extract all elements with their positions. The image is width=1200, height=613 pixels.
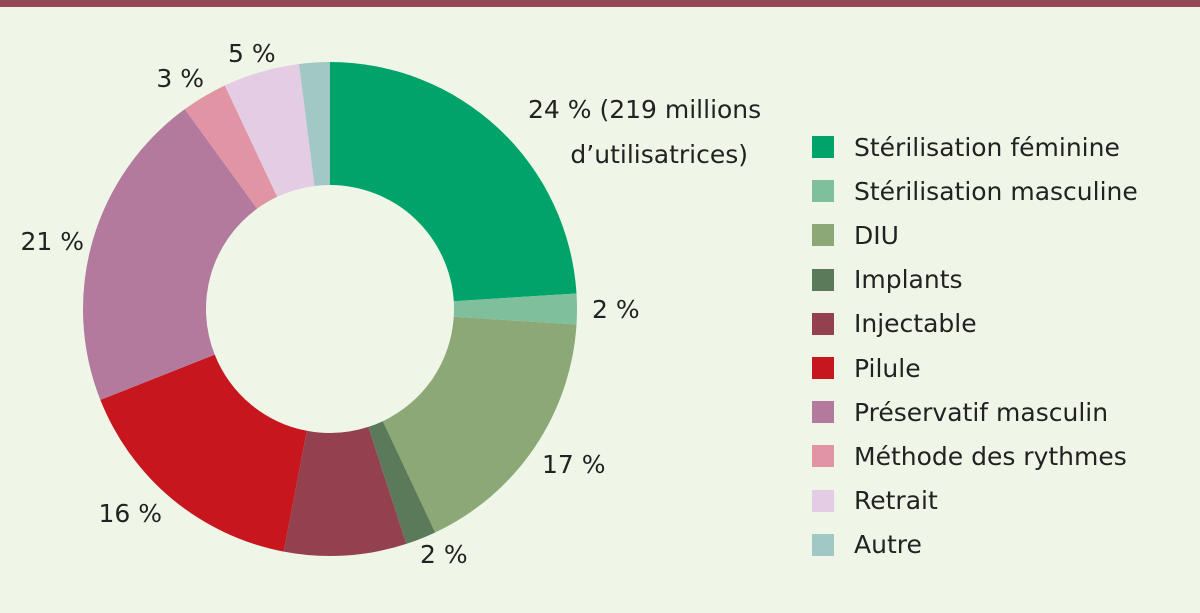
legend-item: Injectable	[812, 302, 1138, 346]
legend-item: Retrait	[812, 479, 1138, 523]
legend-swatch	[812, 180, 834, 203]
slice-labels: 24 % (219 millions d’utilisatrices) 2 % 17 …	[20, 39, 761, 569]
legend-item: Préservatif masculin	[812, 390, 1138, 434]
legend-label: Préservatif masculin	[854, 397, 1109, 427]
legend-swatch	[812, 312, 834, 335]
legend-item: Implants	[812, 258, 1138, 302]
legend-label: DIU	[854, 220, 899, 250]
legend-item: Stérilisation masculine	[812, 169, 1138, 213]
slice-sterilisation-feminine	[330, 62, 577, 302]
donut-chart: 24 % (219 millions d’utilisatrices) 2 % 17 …	[20, 39, 761, 569]
slice-sterilisation-masculine	[453, 293, 577, 325]
chart-legend: Stérilisation féminine Stérilisation masc…	[812, 125, 1138, 567]
slice-diu	[382, 316, 577, 533]
legend-swatch	[812, 533, 834, 556]
legend-swatch	[812, 489, 834, 512]
legend-item: Pilule	[812, 346, 1138, 390]
legend-swatch	[812, 268, 834, 291]
legend-swatch	[812, 401, 834, 424]
slice-label-3: 2 %	[420, 540, 468, 569]
donut-slices	[83, 62, 577, 556]
slice-label-0: 24 % (219 millions d’utilisatrices)	[528, 95, 761, 169]
slice-label-2: 17 %	[542, 450, 606, 479]
slice-label-8: 5 %	[228, 39, 276, 68]
legend-swatch	[812, 357, 834, 380]
slice-preservatif-masculin	[83, 109, 258, 400]
legend-label: Autre	[854, 530, 922, 560]
legend-label: Stérilisation féminine	[854, 132, 1120, 162]
slice-methode-des-rythmes	[184, 85, 278, 209]
top-rule	[0, 0, 1200, 7]
legend-item: Méthode des rythmes	[812, 434, 1138, 478]
legend-label: Implants	[854, 265, 963, 295]
slice-label-5: 16 %	[98, 499, 162, 528]
slice-label-7: 3 %	[156, 64, 204, 93]
slice-implants	[368, 421, 436, 544]
legend-item: Stérilisation féminine	[812, 125, 1138, 169]
slice-injectable	[283, 426, 407, 556]
legend-label: Pilule	[854, 353, 921, 383]
slice-retrait	[224, 63, 315, 197]
legend-swatch	[812, 224, 834, 247]
legend-label: Méthode des rythmes	[854, 441, 1127, 471]
slice-autre	[299, 62, 330, 186]
slice-label-1: 2 %	[592, 295, 640, 324]
legend-swatch	[812, 445, 834, 468]
slice-pilule	[100, 354, 307, 552]
legend-item: DIU	[812, 213, 1138, 257]
slice-label-6: 21 %	[20, 227, 84, 256]
legend-label: Retrait	[854, 486, 938, 516]
legend-swatch	[812, 136, 834, 159]
legend-label: Stérilisation masculine	[854, 176, 1138, 206]
legend-label: Injectable	[854, 309, 977, 339]
legend-item: Autre	[812, 523, 1138, 567]
